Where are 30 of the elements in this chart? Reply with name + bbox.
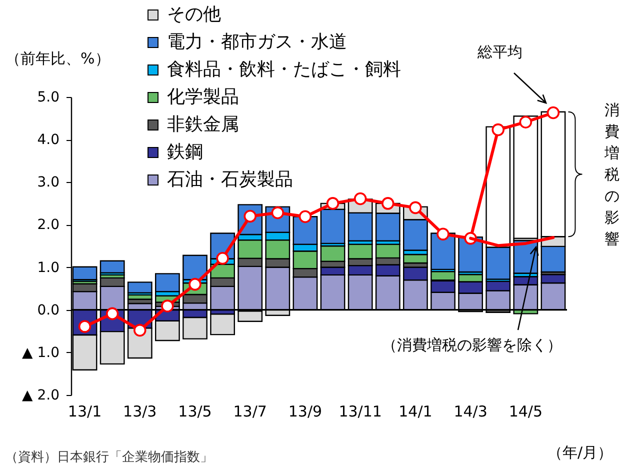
y-tick-label: 1.0 (37, 260, 60, 276)
x-tick-label: 14/3 (454, 402, 488, 420)
y-axis-title: （前年比、%） (6, 50, 110, 68)
text: 消費増税の影響 (604, 100, 620, 248)
legend-label: 食料品・飲料・たばこ・飼料 (167, 59, 401, 80)
y-tick-label: ▲ 1.0 (22, 344, 60, 361)
x-tick-label: 14/5 (508, 402, 543, 420)
x-tick-label: 13/1 (68, 402, 102, 420)
y-tick-label: 0.0 (37, 302, 60, 318)
y-tick-label: 5.0 (37, 90, 60, 106)
x-tick-label: 13/5 (178, 402, 212, 420)
text: （資料）日本銀行「企業物価指数」 (5, 450, 213, 465)
legend-label: その他 (167, 4, 221, 25)
x-tick-label: 13/9 (288, 402, 322, 420)
x-tick-label: 13/3 (123, 402, 157, 420)
legend-label: 非鉄金属 (167, 114, 239, 135)
x-tick-label: 13/11 (338, 402, 382, 420)
annotation: （消費増税の影響を除く） (382, 336, 562, 354)
x-tick-label: 14/1 (398, 402, 432, 420)
x-tick-label: 13/7 (233, 402, 267, 420)
x-axis-title: （年/月） (547, 444, 612, 462)
legend-label: 化学製品 (167, 86, 239, 108)
legend-label: 鉄鋼 (167, 142, 203, 162)
y-tick-label: ▲ 2.0 (22, 388, 60, 404)
y-tick-label: 4.0 (37, 132, 60, 148)
y-tick-label: 2.0 (37, 217, 60, 234)
legend-label: 電力・都市ガス・水道 (167, 32, 347, 52)
y-tick-label: 3.0 (37, 174, 60, 191)
legend-label: 石油・石炭製品 (167, 169, 293, 190)
text: 総平均 (476, 43, 522, 61)
